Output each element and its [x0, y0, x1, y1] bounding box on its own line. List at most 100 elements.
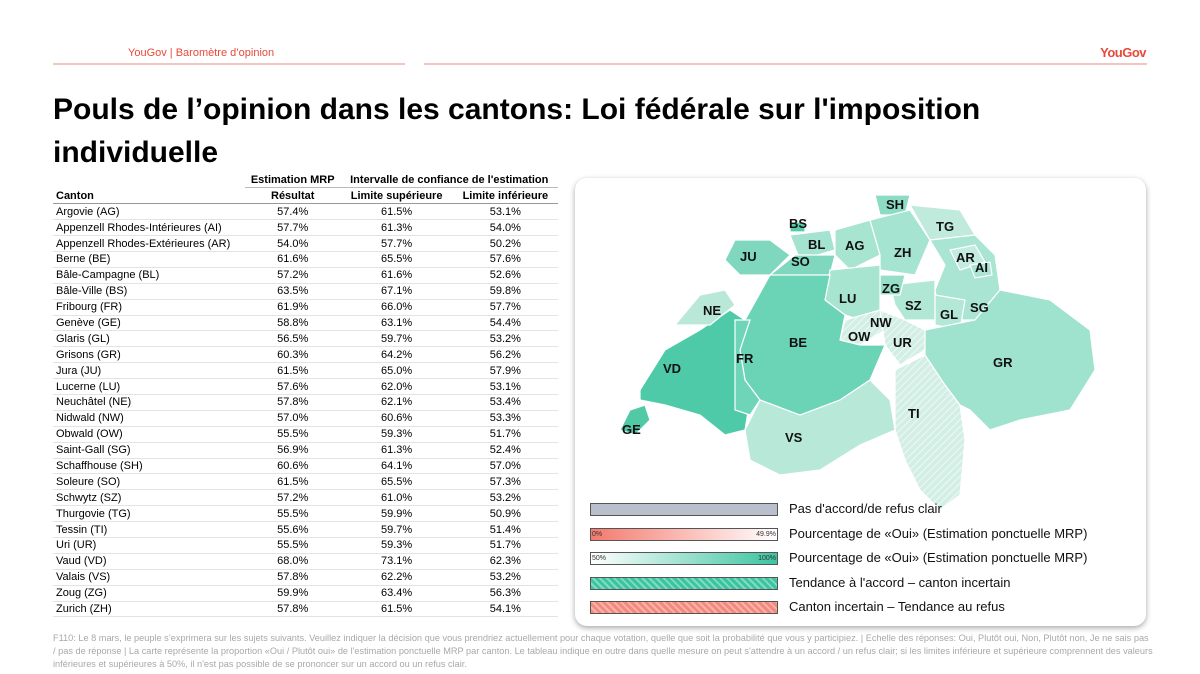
canton-label-so: SO: [791, 254, 810, 269]
table-row: Nidwald (NW) 57.0% 60.6% 53.3%: [53, 410, 558, 427]
table-row: Glaris (GL) 56.5% 59.7% 53.2%: [53, 330, 558, 348]
legend-max: 49.9%: [756, 531, 776, 538]
result-cell: 56.5%: [244, 330, 341, 348]
lower-limit-cell: 62.3%: [452, 553, 558, 570]
canton-label-fr: FR: [736, 351, 754, 366]
upper-limit-cell: 61.3%: [340, 442, 453, 459]
upper-limit-cell: 65.5%: [340, 251, 453, 268]
canton-label-ti: TI: [908, 406, 920, 421]
legend-label-clear-no: Pas d'accord/de refus clair: [789, 501, 942, 516]
canton-ai: [969, 261, 993, 279]
lower-limit-cell: 54.1%: [452, 601, 558, 618]
legend-min: 50%: [592, 555, 607, 562]
upper-limit-cell: 64.2%: [340, 346, 453, 364]
legend-label-no-scale: Pourcentage de «Oui» (Estimation ponctue…: [789, 526, 1088, 541]
canton-gr: [924, 289, 1096, 431]
upper-limit-cell: 59.7%: [340, 521, 453, 538]
result-cell: 61.9%: [244, 299, 341, 316]
table-row: Schwytz (SZ) 57.2% 61.0% 53.2%: [53, 489, 558, 507]
table-row: Schaffhouse (SH) 60.6% 64.1% 57.0%: [53, 458, 558, 475]
result-cell: 56.9%: [244, 442, 341, 459]
lower-limit-cell: 56.2%: [452, 346, 558, 364]
result-cell: 57.4%: [244, 203, 341, 221]
canton-ne: [673, 289, 736, 326]
canton-name: Zoug (ZG): [53, 585, 245, 602]
canton-name: Nidwald (NW): [53, 410, 245, 427]
canton-vs: [744, 379, 896, 476]
upper-limit-cell: 61.6%: [340, 267, 453, 284]
result-cell: 60.6%: [244, 458, 341, 475]
canton-label-be: BE: [789, 335, 808, 350]
table-row: Thurgovie (TG) 55.5% 59.9% 50.9%: [53, 505, 558, 523]
canton-ge: [619, 404, 651, 436]
upper-limit-cell: 62.1%: [340, 394, 453, 411]
upper-limit-cell: 59.9%: [340, 505, 453, 523]
result-cell: 55.5%: [244, 505, 341, 523]
lower-limit-cell: 54.0%: [452, 219, 558, 237]
canton-name: Lucerne (LU): [53, 378, 245, 395]
upper-limit-cell: 66.0%: [340, 299, 453, 316]
canton-label-ju: JU: [740, 249, 757, 264]
lower-limit-cell: 57.3%: [452, 473, 558, 491]
canton-label-ge: GE: [622, 422, 641, 437]
result-cell: 57.8%: [244, 601, 341, 618]
canton-bs: [789, 221, 806, 233]
result-cell: 57.2%: [244, 267, 341, 284]
group-header-mrp: Estimation MRP: [244, 172, 341, 189]
result-cell: 57.7%: [244, 219, 341, 237]
result-cell: 57.0%: [244, 410, 341, 427]
result-cell: 68.0%: [244, 553, 341, 570]
canton-label-gl: GL: [940, 307, 959, 322]
lower-limit-cell: 57.9%: [452, 362, 558, 380]
canton-label-zh: ZH: [894, 245, 912, 260]
legend-swatch-clear-no: [590, 503, 778, 516]
canton-name: Appenzell Rhodes-Extérieures (AR): [53, 235, 245, 252]
canton-ju: [724, 239, 791, 276]
lower-limit-cell: 57.7%: [452, 299, 558, 316]
legend-swatch-yes-scale: 50% 100%: [590, 552, 778, 565]
canton-label-ow: OW: [848, 329, 871, 344]
canton-name: Grisons (GR): [53, 346, 245, 364]
upper-limit-cell: 59.7%: [340, 330, 453, 348]
canton-results-table: Estimation MRP Intervalle de confiance de…: [53, 172, 558, 618]
canton-name: Berne (BE): [53, 251, 245, 268]
upper-limit-cell: 59.3%: [340, 426, 453, 443]
lower-limit-cell: 53.4%: [452, 394, 558, 411]
table-row: Uri (UR) 55.5% 59.3% 51.7%: [53, 537, 558, 554]
table-row: Soleure (SO) 61.5% 65.5% 57.3%: [53, 473, 558, 491]
header-subtitle: YouGov | Baromètre d’opinion: [128, 47, 275, 59]
lower-limit-cell: 52.6%: [452, 267, 558, 284]
legend-swatch-uncertain-no: [590, 601, 778, 614]
canton-label-vs: VS: [785, 430, 803, 445]
canton-name: Schwytz (SZ): [53, 489, 245, 507]
result-cell: 59.9%: [244, 585, 341, 602]
table-row: Zurich (ZH) 57.8% 61.5% 54.1%: [53, 601, 558, 618]
upper-limit-cell: 67.1%: [340, 283, 453, 300]
lower-limit-cell: 56.3%: [452, 585, 558, 602]
group-header-interval: Intervalle de confiance de l'estimation: [340, 172, 558, 189]
lower-limit-cell: 50.2%: [452, 235, 558, 252]
canton-label-ai: AI: [975, 260, 988, 275]
upper-limit-cell: 63.1%: [340, 315, 453, 332]
canton-name: Bâle-Ville (BS): [53, 283, 245, 300]
canton-name: Tessin (TI): [53, 521, 245, 538]
result-cell: 55.6%: [244, 521, 341, 538]
result-cell: 57.8%: [244, 394, 341, 411]
lower-limit-cell: 53.2%: [452, 489, 558, 507]
canton-name: Genève (GE): [53, 315, 245, 332]
col-header-canton: Canton: [53, 187, 245, 205]
lower-limit-cell: 51.4%: [452, 521, 558, 538]
lower-limit-cell: 53.2%: [452, 330, 558, 348]
canton-label-sg: SG: [970, 300, 989, 315]
table-row: Saint-Gall (SG) 56.9% 61.3% 52.4%: [53, 442, 558, 459]
legend-swatch-no-scale: 0% 49.9%: [590, 528, 778, 541]
legend-max: 100%: [758, 555, 776, 562]
result-cell: 57.6%: [244, 378, 341, 395]
canton-name: Uri (UR): [53, 537, 245, 554]
table-row: Lucerne (LU) 57.6% 62.0% 53.1%: [53, 378, 558, 395]
table-row: Appenzell Rhodes-Extérieures (AR) 54.0% 57…: [53, 235, 558, 252]
header-rule-left: [53, 63, 405, 65]
table-row: Jura (JU) 61.5% 65.0% 57.9%: [53, 362, 558, 380]
table-row: Argovie (AG) 57.4% 61.5% 53.1%: [53, 203, 558, 221]
